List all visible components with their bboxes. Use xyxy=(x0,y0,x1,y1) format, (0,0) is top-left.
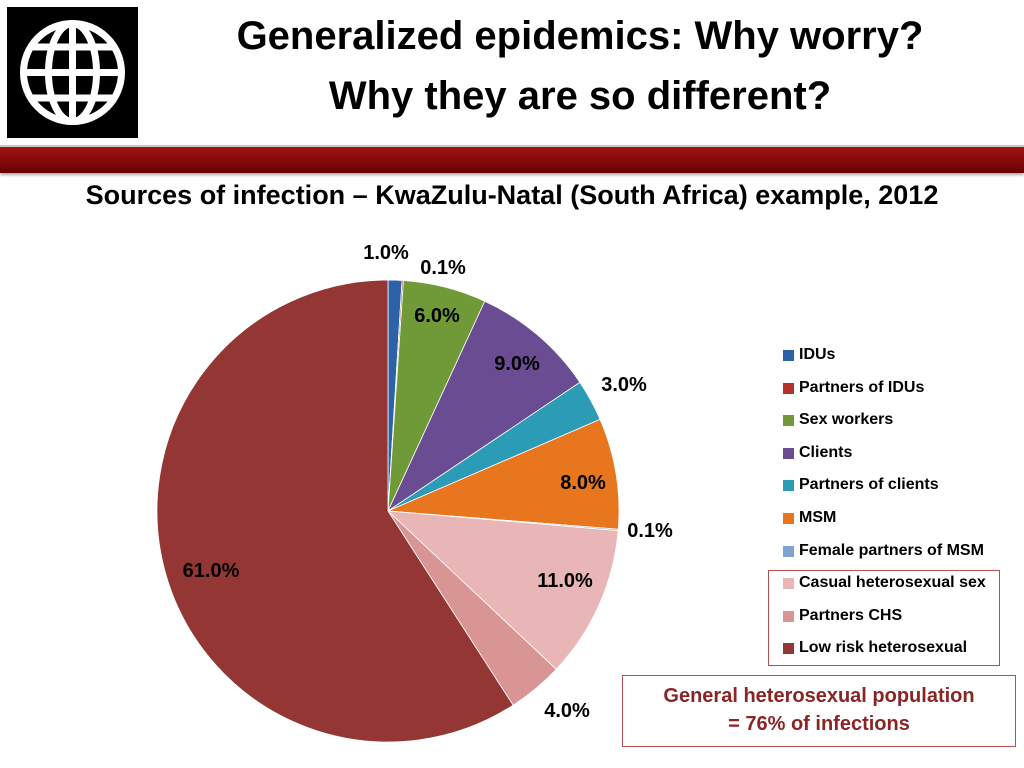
legend-item-casual-heterosexual-sex: Casual heterosexual sex xyxy=(781,572,1021,605)
legend-swatch xyxy=(783,382,794,394)
data-label-female-partners-of-msm: 0.1% xyxy=(627,520,673,542)
data-label-partners-chs: 4.0% xyxy=(544,700,590,722)
legend-label: Sex workers xyxy=(799,411,894,429)
legend-swatch xyxy=(783,415,794,427)
world-bank-logo xyxy=(7,7,138,138)
pie-slice-low-risk-heterosexual xyxy=(156,279,514,743)
legend-label: Partners of clients xyxy=(799,476,939,494)
callout-line1: General heterosexual population xyxy=(663,685,975,707)
legend-label: IDUs xyxy=(799,346,836,363)
legend-label: Partners of IDUs xyxy=(799,378,925,396)
data-label-sex-workers: 6.0% xyxy=(414,305,460,327)
legend-item-low-risk-heterosexual: Low risk heterosexual xyxy=(781,637,1021,670)
callout-box: General heterosexual population = 76% of… xyxy=(622,675,1016,747)
legend-item-partners-chs: Partners CHS xyxy=(781,605,1021,638)
legend-swatch xyxy=(783,545,794,557)
data-label-casual-heterosexual-sex: 11.0% xyxy=(537,570,593,592)
pie-slice-clients xyxy=(387,300,581,513)
legend-swatch xyxy=(783,578,794,590)
legend-swatch xyxy=(783,350,794,361)
legend-label: Low risk heterosexual xyxy=(799,639,968,657)
legend-label: Clients xyxy=(799,443,853,461)
page-title-line1: Generalized epidemics: Why worry? xyxy=(236,14,924,58)
legend-swatch xyxy=(783,480,794,492)
data-label-low-risk-heterosexual: 61.0% xyxy=(183,560,240,582)
data-label-idus: 1.0% xyxy=(363,242,409,264)
legend-swatch xyxy=(783,512,794,524)
data-label-msm: 8.0% xyxy=(560,472,606,494)
legend-label: Female partners of MSM xyxy=(799,541,984,559)
legend-item-female-partners-of-msm: Female partners of MSM xyxy=(781,540,1021,573)
pie-slice-msm xyxy=(387,418,620,530)
page-title-line2: Why they are so different? xyxy=(328,74,832,118)
chart-title: Sources of infection – KwaZulu-Natal (So… xyxy=(85,180,939,210)
heterosexual-legend-group-box xyxy=(768,570,1000,666)
legend-item-partners-of-idus: Partners of IDUs xyxy=(781,377,1021,410)
pie-slice-casual-heterosexual-sex xyxy=(386,510,619,670)
legend-item-partners-of-clients: Partners of clients xyxy=(781,474,1021,507)
data-label-clients: 9.0% xyxy=(494,353,540,375)
legend-item-clients: Clients xyxy=(781,442,1021,475)
legend-swatch xyxy=(783,643,794,655)
data-label-partners-of-idus: 0.1% xyxy=(420,257,466,279)
legend-label: Casual heterosexual sex xyxy=(799,574,986,592)
legend-swatch xyxy=(783,610,794,622)
header-divider-band xyxy=(0,145,1024,173)
legend-label: Partners CHS xyxy=(799,606,903,624)
data-label-partners-of-clients: 3.0% xyxy=(601,374,647,396)
chart-legend: IDUs Partners of IDUs Sex workers Clients Pa… xyxy=(781,344,1021,670)
globe-icon xyxy=(20,20,125,125)
legend-item-sex-workers: Sex workers xyxy=(781,409,1021,442)
callout-line2: = 76% of infections xyxy=(728,713,910,735)
legend-swatch xyxy=(783,447,794,459)
legend-item-msm: MSM xyxy=(781,507,1021,540)
legend-label: MSM xyxy=(799,508,837,526)
legend-item-idus: IDUs xyxy=(781,344,1021,377)
